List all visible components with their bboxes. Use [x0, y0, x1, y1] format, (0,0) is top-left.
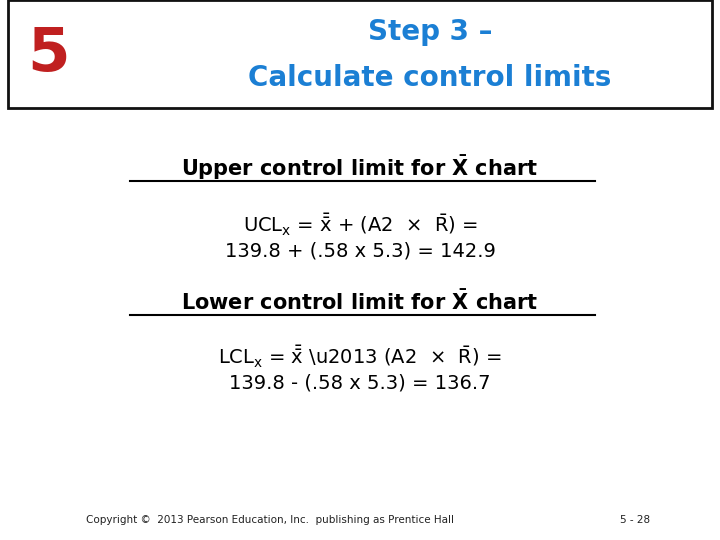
- Text: Step 3 –: Step 3 –: [368, 18, 492, 46]
- Text: LCL$_\mathregular{x}$ = $\mathregular{\bar{\bar{x}}}$ \u2013 (A2  $\mathregular{: LCL$_\mathregular{x}$ = $\mathregular{\b…: [218, 344, 502, 370]
- Text: 5 - 28: 5 - 28: [620, 515, 650, 525]
- Text: Calculate control limits: Calculate control limits: [248, 64, 612, 92]
- Text: 5: 5: [27, 24, 69, 84]
- Text: 139.8 - (.58 x 5.3) = 136.7: 139.8 - (.58 x 5.3) = 136.7: [229, 374, 491, 393]
- Text: Upper control limit for $\mathregular{\bar{X}}$ chart: Upper control limit for $\mathregular{\b…: [181, 154, 539, 183]
- Text: Copyright ©  2013 Pearson Education, Inc.  publishing as Prentice Hall: Copyright © 2013 Pearson Education, Inc.…: [86, 515, 454, 525]
- Text: UCL$_\mathregular{x}$ = $\mathregular{\bar{\bar{x}}}$ + (A2  $\mathregular{\time: UCL$_\mathregular{x}$ = $\mathregular{\b…: [243, 212, 477, 238]
- Text: Lower control limit for $\mathregular{\bar{X}}$ chart: Lower control limit for $\mathregular{\b…: [181, 290, 539, 314]
- Bar: [8, 0, 712, 108]
- Text: 139.8 + (.58 x 5.3) = 142.9: 139.8 + (.58 x 5.3) = 142.9: [225, 241, 495, 260]
